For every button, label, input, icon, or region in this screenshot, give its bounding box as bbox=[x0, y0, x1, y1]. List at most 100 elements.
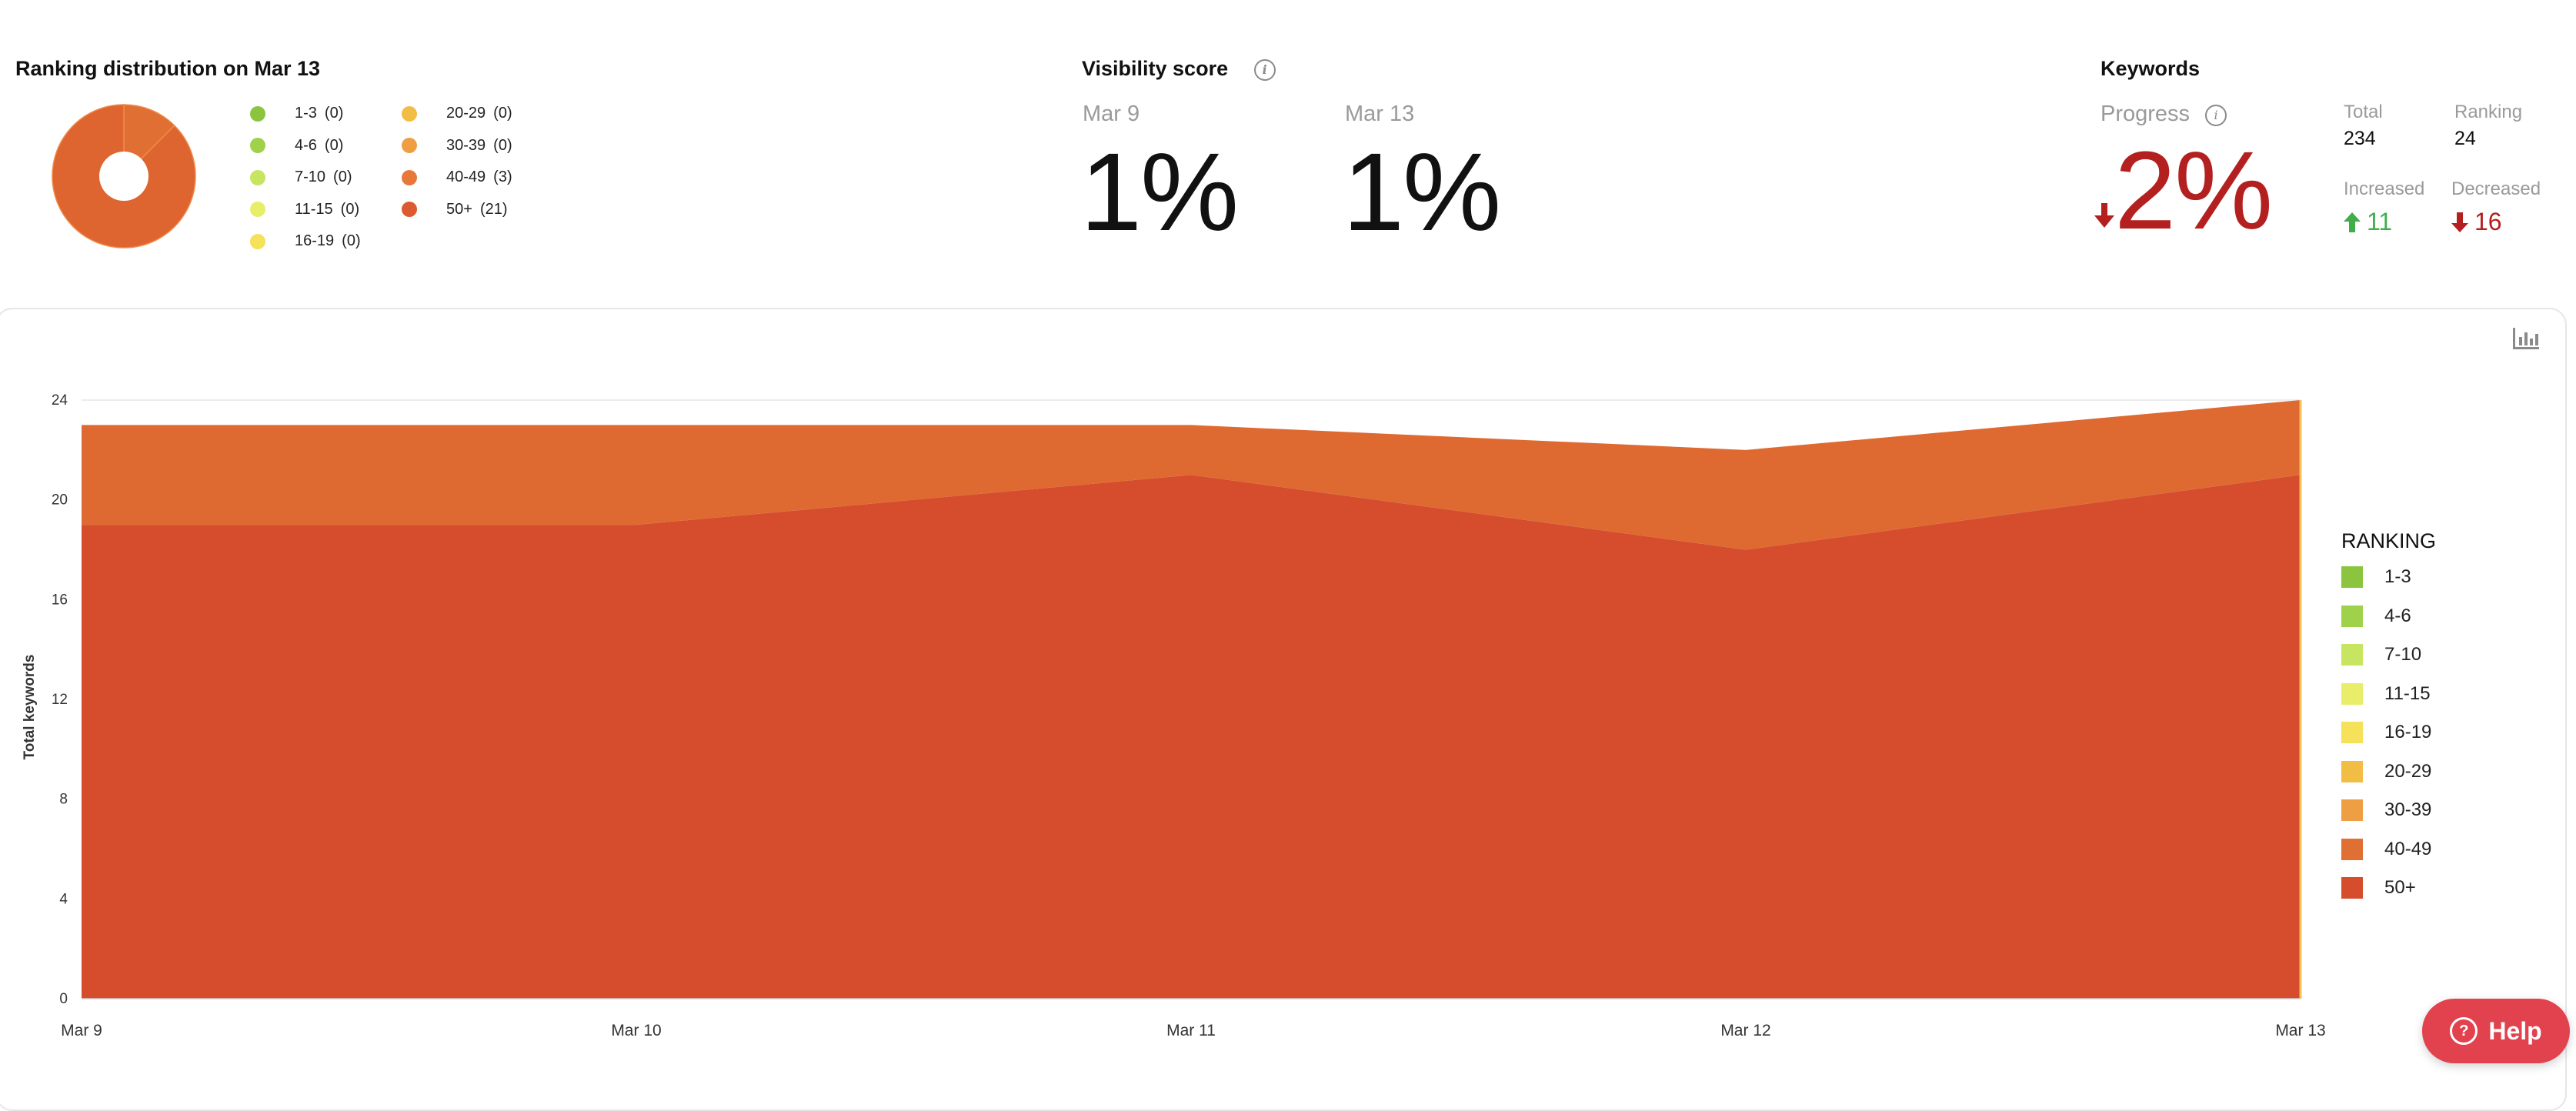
legend-dot-icon bbox=[402, 202, 417, 217]
donut-legend-count: (21) bbox=[479, 200, 508, 218]
donut-legend-label: 30-39 bbox=[446, 136, 486, 154]
donut-legend-label: 20-29 bbox=[446, 105, 486, 122]
legend-swatch-icon bbox=[2341, 566, 2363, 588]
ranking-legend-item[interactable]: 20-29 bbox=[2341, 760, 2432, 782]
legend-dot-icon bbox=[402, 169, 417, 185]
legend-swatch-icon bbox=[2341, 644, 2363, 666]
decreased-value: 16 bbox=[2474, 208, 2502, 235]
increased-label: Increased bbox=[2344, 178, 2425, 199]
donut-legend-label: 11-15 bbox=[295, 200, 333, 218]
donut-legend-count: (0) bbox=[333, 168, 352, 185]
y-tick-label: 24 bbox=[52, 392, 68, 409]
progress-display: 2% bbox=[2094, 128, 2273, 252]
ranking-legend-title: RANKING bbox=[2341, 529, 2437, 552]
legend-dot-icon bbox=[250, 233, 265, 249]
ranking-legend-item[interactable]: 7-10 bbox=[2341, 644, 2421, 666]
visibility-score-label: Visibility score bbox=[1082, 57, 1229, 80]
donut-legend-count: (0) bbox=[493, 105, 512, 122]
donut-legend-label: 7-10 bbox=[295, 168, 326, 185]
ranking-legend-item[interactable]: 50+ bbox=[2341, 877, 2416, 899]
increased-value: 11 bbox=[2367, 208, 2393, 235]
x-tick-label: Mar 13 bbox=[2275, 1022, 2325, 1039]
legend-swatch-icon bbox=[2341, 799, 2363, 821]
ranking-value: 24 bbox=[2454, 128, 2476, 149]
donut-legend-count: (0) bbox=[340, 200, 360, 218]
donut-legend-item: 50+ (21) bbox=[402, 201, 508, 219]
ranking-legend-label: 7-10 bbox=[2384, 644, 2422, 665]
progress-info-icon[interactable]: i bbox=[2205, 105, 2227, 126]
help-label: Help bbox=[2488, 1016, 2542, 1045]
donut-legend-count: (0) bbox=[324, 136, 344, 154]
x-tick-label: Mar 12 bbox=[1720, 1022, 1770, 1039]
donut-legend-count: (0) bbox=[342, 232, 361, 249]
donut-legend-count: (0) bbox=[493, 136, 512, 154]
legend-dot-icon bbox=[250, 105, 265, 122]
donut-legend-label: 40-49 bbox=[446, 168, 486, 185]
progress-header: Progress i bbox=[2101, 102, 2227, 127]
x-tick-label: Mar 10 bbox=[611, 1022, 661, 1039]
donut-legend-item: 7-10 (0) bbox=[250, 168, 352, 186]
arrow-down-icon bbox=[2094, 203, 2114, 228]
donut-legend-item: 20-29 (0) bbox=[402, 105, 512, 122]
legend-swatch-icon bbox=[2341, 838, 2363, 860]
legend-swatch-icon bbox=[2341, 877, 2363, 899]
donut-legend-item: 16-19 (0) bbox=[250, 232, 361, 250]
ranking-legend-item[interactable]: 11-15 bbox=[2341, 682, 2431, 705]
arrow-up-icon bbox=[2344, 212, 2361, 232]
ranking-legend-item[interactable]: 40-49 bbox=[2341, 838, 2432, 860]
donut-legend-item: 40-49 (3) bbox=[402, 168, 512, 186]
ranking-legend-label: 20-29 bbox=[2384, 760, 2432, 782]
ranking-legend-label: 1-3 bbox=[2384, 566, 2411, 587]
ranking-donut-chart bbox=[52, 104, 196, 249]
ranking-legend-item[interactable]: 1-3 bbox=[2341, 566, 2411, 588]
ranking-legend-item[interactable]: 4-6 bbox=[2341, 605, 2411, 627]
legend-dot-icon bbox=[250, 202, 265, 217]
donut-legend-label: 1-3 bbox=[295, 105, 317, 122]
ranking-label: Ranking bbox=[2454, 102, 2523, 122]
ranking-legend-label: 40-49 bbox=[2384, 838, 2432, 859]
x-tick-label: Mar 9 bbox=[61, 1022, 102, 1039]
progress-label: Progress bbox=[2101, 102, 2191, 126]
total-value: 234 bbox=[2344, 128, 2376, 149]
ranking-legend-item[interactable]: 30-39 bbox=[2341, 799, 2431, 821]
ranking-history-area-chart: 0 4 8 12 16 20 24 Mar 9 Mar 10 Mar 11 Mar 12 Mar 13… bbox=[22, 392, 2326, 1039]
increased-display: 11 bbox=[2344, 208, 2392, 236]
donut-legend-item: 11-15 (0) bbox=[250, 201, 359, 219]
donut-legend-label: 4-6 bbox=[295, 136, 317, 154]
y-axis-label: Total keywords bbox=[22, 655, 38, 760]
keywords-title: Keywords bbox=[2101, 57, 2201, 80]
arrow-down-icon bbox=[2451, 212, 2468, 232]
legend-dot-icon bbox=[250, 169, 265, 185]
ranking-legend-label: 30-39 bbox=[2384, 799, 2432, 820]
legend-swatch-icon bbox=[2341, 760, 2363, 782]
y-tick-label: 0 bbox=[59, 991, 68, 1007]
donut-legend-count: (3) bbox=[493, 168, 512, 185]
ranking-legend-label: 16-19 bbox=[2384, 722, 2432, 742]
ranking-legend-label: 11-15 bbox=[2384, 682, 2431, 704]
legend-dot-icon bbox=[402, 138, 417, 153]
visibility-start-value: 1% bbox=[1080, 130, 1239, 254]
donut-legend-label: 50+ bbox=[446, 200, 472, 218]
donut-slice-50plus[interactable] bbox=[52, 104, 196, 249]
legend-swatch-icon bbox=[2341, 682, 2363, 705]
info-icon[interactable]: i bbox=[1253, 59, 1276, 81]
donut-legend-count: (0) bbox=[324, 105, 344, 122]
donut-legend-item: 1-3 (0) bbox=[250, 105, 343, 122]
ranking-legend-item[interactable]: 16-19 bbox=[2341, 722, 2431, 743]
legend-dot-icon bbox=[402, 105, 417, 122]
donut-hole bbox=[99, 152, 148, 201]
area-series-50plus[interactable] bbox=[82, 475, 2301, 999]
ranking-legend-label: 4-6 bbox=[2384, 605, 2411, 626]
y-tick-label: 8 bbox=[59, 792, 68, 808]
visibility-score-title: Visibility score i bbox=[1082, 57, 1276, 81]
question-circle-icon: ? bbox=[2450, 1017, 2478, 1045]
legend-swatch-icon bbox=[2341, 722, 2363, 743]
decreased-label: Decreased bbox=[2451, 178, 2541, 199]
progress-value: 2% bbox=[2114, 128, 2273, 252]
area-series-40-49[interactable] bbox=[82, 400, 2301, 550]
bar-chart-icon[interactable] bbox=[2511, 326, 2541, 351]
legend-dot-icon bbox=[250, 138, 265, 153]
help-button[interactable]: ? Help bbox=[2422, 999, 2570, 1063]
visibility-start-date: Mar 9 bbox=[1083, 102, 1140, 126]
y-tick-label: 12 bbox=[52, 692, 68, 708]
